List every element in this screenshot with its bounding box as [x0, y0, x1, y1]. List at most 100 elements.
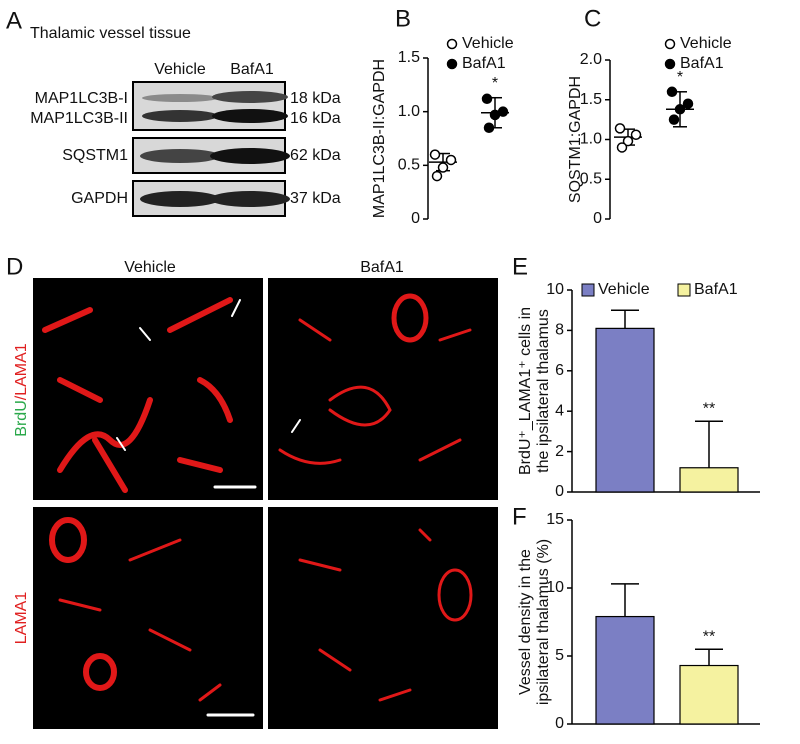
- vessel: [49, 517, 87, 563]
- row-label: MAP1LC3B-I: [35, 90, 128, 107]
- legend-label: Vehicle: [462, 35, 514, 52]
- legend-label: Vehicle: [598, 281, 650, 298]
- band: [140, 191, 220, 207]
- y-tick-label: 0.5: [580, 170, 602, 187]
- panel-title: Thalamic vessel tissue: [30, 25, 191, 42]
- vessel: [437, 568, 473, 622]
- legend-label: BafA1: [462, 55, 506, 72]
- annotation: *: [492, 75, 498, 92]
- scale-bar: [206, 485, 257, 717]
- panel-letter: C: [584, 5, 601, 32]
- legend-swatch: [677, 283, 691, 297]
- y-tick-label: 10: [546, 281, 564, 298]
- panel-letter: F: [512, 503, 527, 530]
- size-label: 37 kDa: [290, 190, 341, 207]
- legend-swatch: [581, 283, 595, 297]
- row-label: GAPDH: [71, 190, 128, 207]
- panel-letter: A: [6, 7, 22, 34]
- vessel: [278, 318, 472, 465]
- dot: [429, 149, 441, 160]
- row-label: BrdU/LAMA1: [13, 343, 30, 436]
- column-label: Vehicle: [124, 259, 176, 276]
- dot: [445, 154, 457, 166]
- annotation: **: [703, 401, 715, 418]
- vessel: [58, 528, 432, 702]
- bar: [679, 467, 739, 493]
- dot: [481, 93, 493, 105]
- band: [210, 191, 290, 207]
- column-label: Vehicle: [154, 61, 206, 78]
- y-axis-label: SQSTM1:GAPDH: [567, 76, 584, 203]
- dot: [622, 135, 634, 147]
- band: [212, 91, 288, 103]
- micrographs: [33, 278, 498, 729]
- dot: [666, 86, 678, 98]
- legend-label: BafA1: [694, 281, 738, 298]
- row-label: SQSTM1: [62, 147, 128, 164]
- y-tick-label: 1.0: [398, 103, 420, 120]
- column-label: BafA1: [360, 259, 404, 276]
- y-tick-label: 0: [555, 715, 564, 732]
- vessel: [391, 293, 429, 343]
- legend-label: Vehicle: [680, 35, 732, 52]
- band: [142, 110, 218, 122]
- band: [210, 148, 290, 164]
- y-tick-label: 5: [555, 647, 564, 664]
- image: [268, 278, 498, 500]
- vessel: [83, 653, 117, 691]
- dot: [668, 114, 680, 125]
- y-tick-label: 2.0: [580, 51, 602, 68]
- legend-marker: [446, 38, 458, 50]
- size-label: 62 kDa: [290, 147, 341, 164]
- y-axis-label: BrdU⁺_LAMA1⁺ cells in: [517, 307, 534, 475]
- band: [212, 109, 288, 123]
- y-tick-label: 10: [546, 579, 564, 596]
- label-red: /LAMA1: [13, 343, 30, 400]
- y-axis-label: the ipsilateral thalamus: [535, 309, 552, 473]
- y-tick-label: 1.0: [580, 131, 602, 148]
- arrow: [116, 299, 301, 451]
- image: [33, 507, 263, 729]
- y-axis-label: Vessel density in the: [517, 549, 534, 695]
- dot: [489, 109, 501, 121]
- blots: [132, 81, 290, 217]
- band: [142, 94, 218, 102]
- y-axis-label: ipsilateral thalamus (%): [535, 539, 552, 705]
- dot: [437, 162, 449, 173]
- dot: [483, 122, 495, 134]
- dot: [616, 142, 628, 153]
- bar: [595, 615, 655, 725]
- column-label: BafA1: [230, 61, 274, 78]
- y-tick-label: 1.5: [580, 91, 602, 108]
- panel-letter: D: [6, 253, 23, 280]
- legend-marker: [664, 58, 676, 70]
- band: [140, 149, 220, 163]
- annotation: **: [703, 628, 715, 645]
- y-tick-label: 0: [593, 210, 602, 227]
- y-tick-label: 6: [555, 362, 564, 379]
- y-tick-label: 0: [411, 210, 420, 227]
- dot: [674, 104, 686, 115]
- legend-label: BafA1: [680, 55, 724, 72]
- y-tick-label: 15: [546, 511, 564, 528]
- y-tick-label: 1.5: [398, 49, 420, 66]
- blot: [132, 81, 286, 131]
- y-tick-label: 8: [555, 322, 564, 339]
- y-tick-label: 0.5: [398, 157, 420, 174]
- y-tick-label: 2: [555, 443, 564, 460]
- y-axis-label: MAP1LC3B-II:GAPDH: [371, 59, 388, 218]
- legend-marker: [446, 58, 458, 70]
- dot: [630, 129, 642, 140]
- size-label: 16 kDa: [290, 110, 341, 127]
- image: [33, 278, 263, 500]
- dot: [682, 98, 694, 109]
- panel-letter: B: [395, 5, 411, 32]
- annotation: *: [677, 69, 683, 86]
- bar: [595, 327, 655, 493]
- panel-letter: E: [512, 253, 528, 280]
- legend-marker: [664, 38, 676, 50]
- y-tick-label: 4: [555, 402, 564, 419]
- row-label: MAP1LC3B-II: [30, 110, 128, 127]
- dot: [614, 123, 626, 134]
